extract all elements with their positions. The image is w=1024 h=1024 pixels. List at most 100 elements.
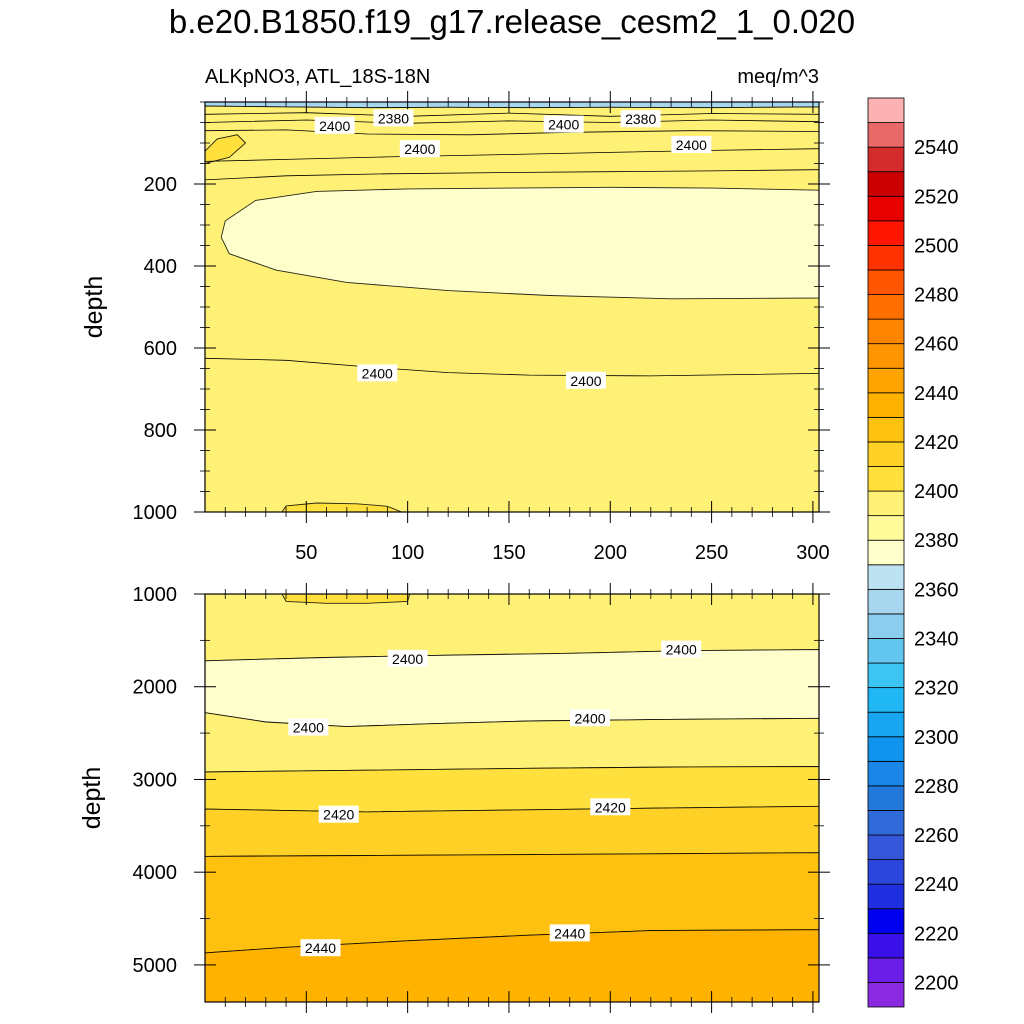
plot-area [205, 102, 819, 512]
colorbar-swatch [867, 195, 905, 222]
contour-label-box [543, 115, 584, 133]
chart-title: b.e20.B1850.f19_g17.release_cesm2_1_0.02… [169, 3, 855, 40]
x-tick-label: 150 [492, 542, 525, 564]
contour-fill-2410 [205, 134, 247, 164]
plot-frame [204, 593, 820, 1003]
colorbar-swatch [867, 515, 905, 541]
colorbar-swatch [867, 392, 905, 418]
colorbar-swatch [867, 810, 905, 836]
contour-line [205, 119, 819, 124]
colorbar-swatch [867, 982, 905, 1008]
contour-label-box [590, 798, 631, 816]
contour-label: 2400 [404, 141, 435, 157]
y-tick-label: 4000 [133, 862, 178, 884]
colorbar-swatch [867, 146, 905, 173]
colorbar-swatch [867, 294, 905, 320]
contour-label: 2400 [548, 117, 579, 133]
colorbar-swatch [867, 171, 905, 197]
colorbar-swatch [867, 736, 905, 762]
contour-fill-2380 [205, 649, 819, 728]
colorbar-swatch [867, 711, 905, 738]
contour-label: 2440 [554, 925, 585, 941]
colorbar-swatch [867, 957, 905, 983]
contour-label-box [671, 136, 712, 154]
contour-line [205, 169, 819, 181]
colorbar-label: 2240 [914, 874, 959, 896]
contour-label-box [620, 110, 661, 128]
contour-label-box [661, 640, 702, 658]
contour-fill-2380 [220, 186, 819, 300]
y-tick-label: 1000 [133, 502, 178, 524]
contour-label: 2400 [293, 720, 324, 736]
right-string: meq/m^3 [737, 66, 819, 88]
colorbar-label: 2260 [914, 825, 959, 847]
upper-panel: depth 200 400 600 800 1000 50 100 150 200 250 300 2… [80, 91, 830, 564]
lower-y-axis-label: depth [78, 767, 106, 830]
lower-panel: depth 1000 2000 3000 4000 5000 2400 2400 2400 24… [78, 583, 830, 1013]
colorbar-swatch [867, 220, 905, 246]
colorbar-swatch [867, 908, 905, 934]
colorbar-swatch [867, 785, 905, 811]
colorbar-label: 2460 [914, 334, 959, 356]
contour-label-box [387, 649, 428, 667]
contour-label: 2400 [666, 642, 697, 658]
colorbar-swatch [867, 638, 905, 664]
colorbar-swatch [867, 245, 905, 271]
contour-label-box [314, 116, 355, 134]
contour-fill-2410 [281, 502, 402, 512]
contour-label-box [288, 718, 329, 736]
y-tick-label: 600 [144, 338, 177, 360]
y-tick-label: 200 [144, 174, 177, 196]
contour-label: 2400 [574, 710, 605, 726]
contour-line [205, 148, 819, 162]
colorbar-label: 2540 [914, 137, 959, 159]
contour-label: 2420 [323, 807, 354, 823]
x-tick-label: 200 [594, 542, 627, 564]
colorbar-swatch [867, 269, 905, 295]
colorbar-swatch [867, 588, 905, 615]
colorbar-label: 2300 [914, 727, 959, 749]
colorbar-swatch [867, 490, 905, 517]
contour-label: 2440 [305, 940, 336, 956]
colorbar-label: 2320 [914, 678, 959, 700]
colorbar-label: 2360 [914, 579, 959, 601]
left-string: ALKpNO3, ATL_18S-18N [205, 66, 430, 88]
colorbar-swatch [867, 662, 905, 689]
colorbar-label: 2520 [914, 186, 959, 208]
colorbar-swatch [867, 859, 905, 885]
colorbar-label: 2440 [914, 383, 959, 405]
contour-line [205, 129, 819, 136]
colorbar-swatch [867, 613, 905, 639]
colorbar-swatch [867, 539, 905, 566]
colorbar-label: 2500 [914, 235, 959, 257]
colorbar-swatch [867, 441, 905, 467]
contour-label: 2420 [595, 799, 626, 815]
contour-label: 2400 [570, 373, 601, 389]
colorbar-label: 2400 [914, 481, 959, 503]
y-tick-label: 2000 [133, 677, 178, 699]
contour-label: 2400 [676, 137, 707, 153]
contour-label-box [565, 371, 606, 389]
y-tick-label: 5000 [133, 955, 178, 977]
y-tick-label: 1000 [133, 584, 178, 606]
x-tick-label: 300 [796, 542, 829, 564]
colorbar-swatch [867, 932, 905, 959]
colorbar-swatch [867, 760, 905, 787]
x-tick-label: 100 [391, 542, 424, 564]
contour-label: 2400 [362, 365, 393, 381]
contour-label-box [549, 924, 590, 942]
contour-label-box [318, 805, 359, 823]
colorbar-label: 2340 [914, 629, 959, 651]
y-tick-label: 400 [144, 256, 177, 278]
y-tick-label: 800 [144, 420, 177, 442]
colorbar-swatch [867, 466, 905, 492]
x-tick-label: 250 [695, 542, 728, 564]
contour-fill-2400 [205, 105, 819, 512]
colorbar-swatch [867, 122, 905, 148]
contour-label-box [399, 140, 440, 158]
colorbar-swatch [867, 318, 905, 345]
colorbar-label: 2380 [914, 530, 959, 552]
colorbar-label: 2480 [914, 285, 959, 307]
contour-label-box [373, 109, 414, 127]
